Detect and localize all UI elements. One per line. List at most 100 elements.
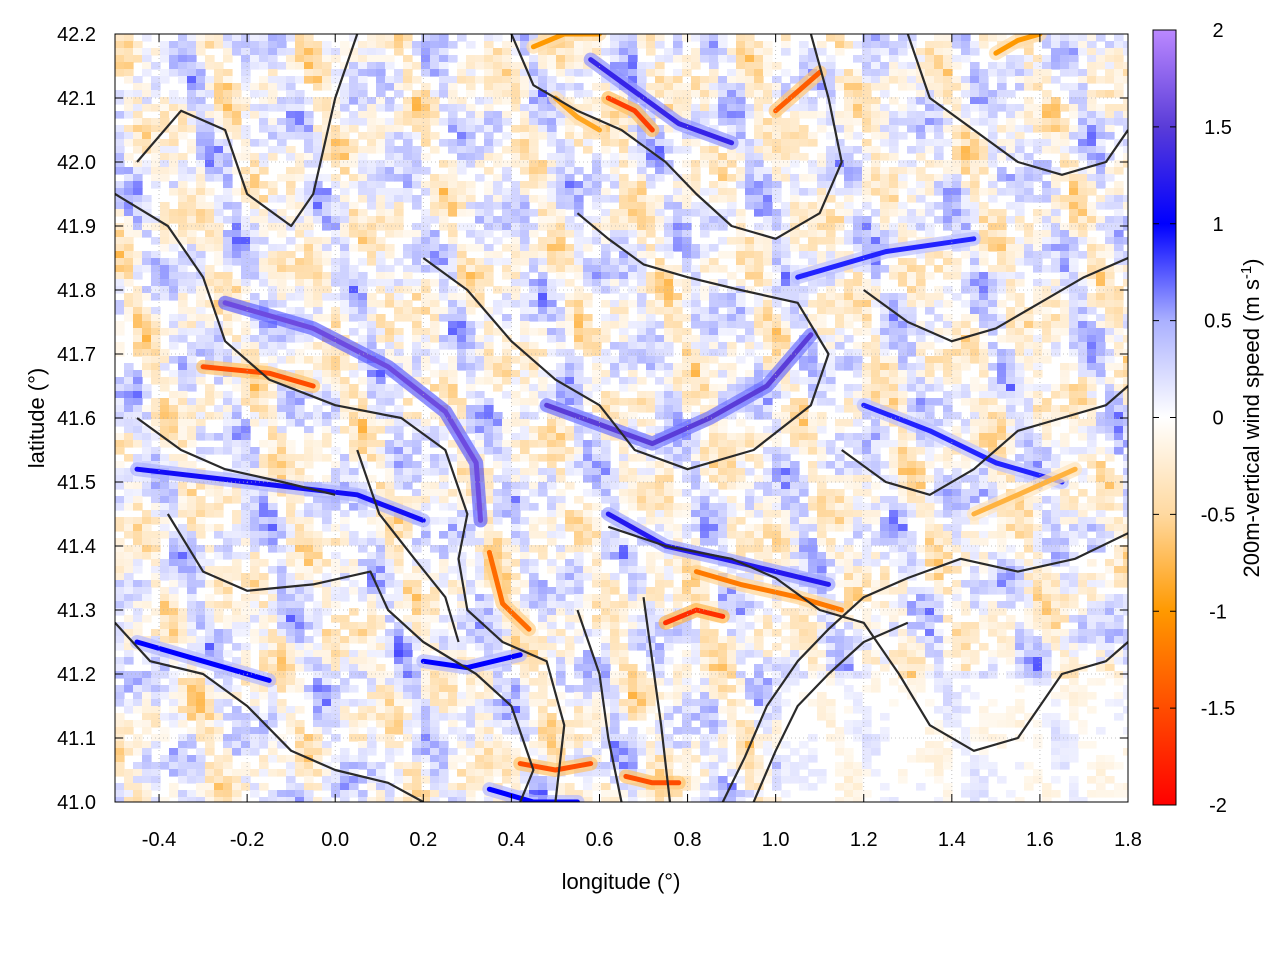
heatmap-cell	[160, 55, 170, 63]
heatmap-cell	[430, 356, 440, 364]
heatmap-cell	[1087, 174, 1097, 182]
heatmap-cell	[1060, 279, 1070, 287]
heatmap-cell	[925, 300, 935, 308]
heatmap-cell	[349, 265, 359, 273]
heatmap-cell	[457, 272, 467, 280]
heatmap-cell	[898, 111, 908, 119]
heatmap-cell	[1078, 90, 1088, 98]
heatmap-cell	[907, 216, 917, 224]
heatmap-cell	[304, 286, 314, 294]
heatmap-cell	[862, 342, 872, 350]
heatmap-cell	[682, 83, 692, 91]
heatmap-cell	[646, 195, 656, 203]
heatmap-cell	[1015, 300, 1025, 308]
heatmap-cell	[1105, 335, 1115, 343]
heatmap-cell	[934, 132, 944, 140]
heatmap-cell	[610, 55, 620, 63]
heatmap-cell	[565, 146, 575, 154]
heatmap-cell	[601, 314, 611, 322]
heatmap-cell	[880, 76, 890, 84]
heatmap-cell	[115, 384, 125, 392]
heatmap-cell	[961, 139, 971, 147]
heatmap-cell	[556, 216, 566, 224]
heatmap-cell	[430, 202, 440, 210]
heatmap-cell	[628, 132, 638, 140]
heatmap-cell	[637, 209, 647, 217]
heatmap-cell	[412, 419, 422, 427]
heatmap-cell	[511, 377, 521, 385]
heatmap-cell	[556, 237, 566, 245]
heatmap-cell	[340, 160, 350, 168]
heatmap-cell	[1033, 293, 1043, 301]
heatmap-cell	[457, 167, 467, 175]
heatmap-cell	[1087, 90, 1097, 98]
heatmap-cell	[997, 34, 1007, 42]
heatmap-cell	[520, 76, 530, 84]
heatmap-cell	[727, 251, 737, 259]
heatmap-cell	[259, 167, 269, 175]
heatmap-cell	[718, 314, 728, 322]
heatmap-cell	[1114, 104, 1124, 112]
heatmap-cell	[493, 286, 503, 294]
heatmap-cell	[673, 328, 683, 336]
heatmap-cell	[772, 146, 782, 154]
heatmap-cell	[853, 419, 863, 427]
heatmap-cell	[781, 286, 791, 294]
heatmap-cell	[745, 377, 755, 385]
heatmap-cell	[394, 160, 404, 168]
heatmap-cell	[394, 391, 404, 399]
heatmap-cell	[961, 223, 971, 231]
heatmap-cell	[538, 55, 548, 63]
heatmap-cell	[124, 55, 134, 63]
heatmap-cell	[1087, 293, 1097, 301]
heatmap-cell	[592, 104, 602, 112]
heatmap-cell	[970, 188, 980, 196]
heatmap-cell	[520, 230, 530, 238]
heatmap-cell	[808, 363, 818, 371]
heatmap-cell	[538, 111, 548, 119]
heatmap-cell	[268, 146, 278, 154]
heatmap-cell	[1042, 349, 1052, 357]
heatmap-cell	[547, 307, 557, 315]
heatmap-cell	[124, 377, 134, 385]
heatmap-cell	[970, 398, 980, 406]
heatmap-cell	[1087, 244, 1097, 252]
heatmap-cell	[133, 391, 143, 399]
heatmap-cell	[682, 34, 692, 42]
heatmap-cell	[1006, 251, 1016, 259]
heatmap-cell	[286, 349, 296, 357]
heatmap-cell	[340, 384, 350, 392]
heatmap-cell	[880, 349, 890, 357]
heatmap-cell	[376, 251, 386, 259]
heatmap-cell	[637, 286, 647, 294]
heatmap-cell	[610, 258, 620, 266]
heatmap-cell	[952, 321, 962, 329]
heatmap-cell	[223, 314, 233, 322]
heatmap-cell	[1069, 349, 1079, 357]
heatmap-cell	[1087, 146, 1097, 154]
heatmap-cell	[439, 55, 449, 63]
heatmap-cell	[925, 97, 935, 105]
heatmap-cell	[790, 139, 800, 147]
heatmap-cell	[628, 384, 638, 392]
heatmap-cell	[340, 153, 350, 161]
heatmap-cell	[952, 202, 962, 210]
heatmap-cell	[1114, 111, 1124, 119]
heatmap-cell	[880, 104, 890, 112]
heatmap-cell	[673, 209, 683, 217]
heatmap-cell	[808, 356, 818, 364]
heatmap-cell	[565, 188, 575, 196]
heatmap-cell	[1123, 125, 1128, 133]
heatmap-cell	[1087, 370, 1097, 378]
heatmap-cell	[808, 286, 818, 294]
heatmap-cell	[637, 293, 647, 301]
heatmap-cell	[439, 258, 449, 266]
heatmap-cell	[151, 377, 161, 385]
heatmap-cell	[286, 335, 296, 343]
heatmap-cell	[673, 146, 683, 154]
heatmap-cell	[439, 48, 449, 56]
heatmap-cell	[871, 272, 881, 280]
heatmap-cell	[295, 391, 305, 399]
heatmap-cell	[313, 272, 323, 280]
heatmap-cell	[772, 216, 782, 224]
